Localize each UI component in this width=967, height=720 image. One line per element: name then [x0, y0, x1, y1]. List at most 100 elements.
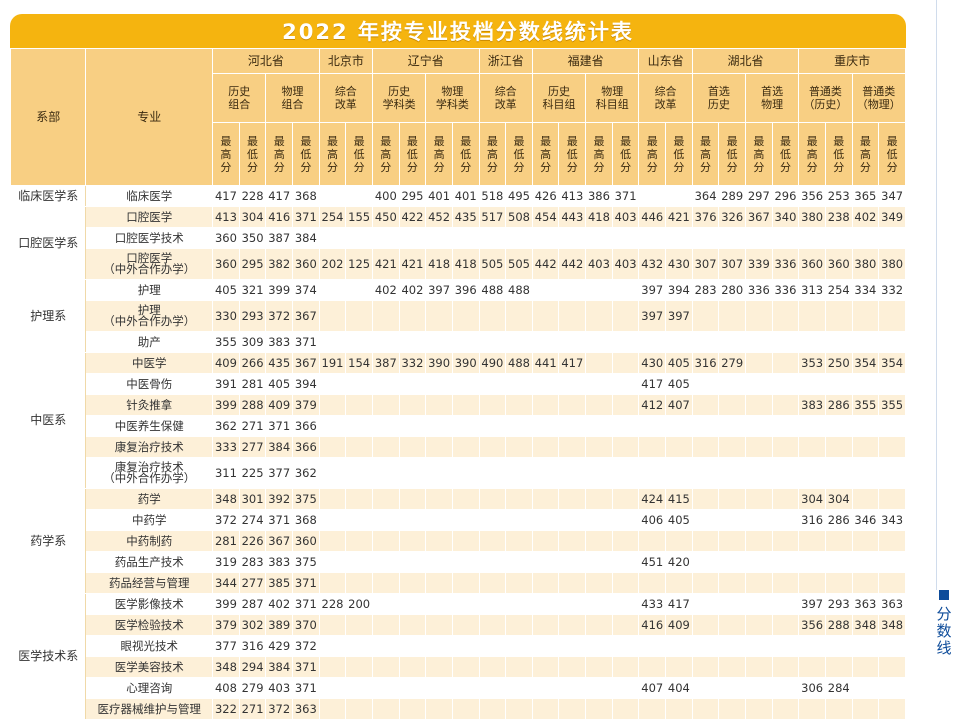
score-cell: [531, 436, 560, 458]
header-min-score: 最低分: [505, 122, 533, 186]
score-cell: 286: [824, 509, 853, 531]
score-cell: [318, 509, 347, 531]
score-cell: [665, 185, 693, 207]
score-cell: 403: [265, 677, 294, 699]
score-cell: 376: [691, 206, 720, 228]
score-cell: [371, 300, 400, 332]
score-cell: [505, 436, 533, 458]
score-cell: 336: [771, 279, 800, 301]
score-cell: [371, 394, 400, 416]
score-cell: [318, 572, 347, 594]
score-cell: [851, 488, 880, 510]
score-cell: [345, 331, 373, 353]
score-cell: [478, 509, 507, 531]
score-cell: [318, 394, 347, 416]
department-name: 中医系: [9, 352, 87, 489]
score-cell: [585, 436, 613, 458]
score-cell: [824, 227, 853, 249]
score-cell: [611, 394, 640, 416]
score-cell: 517: [478, 206, 507, 228]
score-cell: 339: [745, 248, 773, 280]
score-cell: 225: [238, 457, 267, 489]
score-cell: [851, 551, 880, 573]
score-cell: [345, 530, 373, 552]
score-cell: 279: [238, 677, 267, 699]
score-cell: [611, 635, 640, 657]
score-cell: 253: [824, 185, 853, 207]
score-cell: 349: [878, 206, 906, 228]
score-cell: [371, 635, 400, 657]
score-cell: 374: [292, 279, 320, 301]
score-cell: 364: [691, 185, 720, 207]
score-cell: [531, 509, 560, 531]
score-cell: [505, 614, 533, 636]
score-cell: [345, 436, 373, 458]
score-cell: [771, 394, 800, 416]
score-cell: [371, 436, 400, 458]
score-cell: [345, 227, 373, 249]
score-cell: 396: [451, 279, 480, 301]
score-cell: [824, 530, 853, 552]
score-cell: [398, 593, 427, 615]
score-cell: 295: [238, 248, 267, 280]
score-cell: [718, 373, 746, 395]
score-cell: [798, 530, 826, 552]
header-province: 北京市: [318, 48, 373, 74]
score-cell: [691, 227, 720, 249]
score-cell: [585, 373, 613, 395]
score-table-sheet: 2022 年按专业投档分数线统计表 系部 专业 河北省 北京市 辽宁省 浙江省 福建省 山东省…: [9, 14, 907, 720]
major-name: 药品生产技术: [85, 551, 214, 573]
score-cell: [851, 530, 880, 552]
score-cell: [585, 300, 613, 332]
score-cell: [878, 677, 906, 699]
score-cell: 266: [238, 352, 267, 374]
score-cell: [665, 436, 693, 458]
score-cell: [798, 457, 826, 489]
score-cell: [691, 614, 720, 636]
score-cell: [611, 614, 640, 636]
score-cell: [638, 635, 667, 657]
score-cell: 408: [212, 677, 240, 699]
score-cell: [345, 635, 373, 657]
score-cell: 402: [371, 279, 400, 301]
score-cell: [425, 551, 453, 573]
score-cell: 412: [638, 394, 667, 416]
score-cell: [558, 331, 587, 353]
score-cell: [558, 227, 587, 249]
score-cell: 452: [425, 206, 453, 228]
score-cell: 505: [505, 248, 533, 280]
score-cell: [878, 457, 906, 489]
score-cell: [611, 530, 640, 552]
score-cell: [505, 488, 533, 510]
score-cell: 316: [238, 635, 267, 657]
score-cell: [451, 300, 480, 332]
table-row: 药品生产技术 319 283 383 375 451 420: [11, 551, 906, 573]
score-cell: [558, 551, 587, 573]
score-cell: [718, 572, 746, 594]
score-cell: [371, 457, 400, 489]
score-cell: [318, 614, 347, 636]
score-cell: [451, 457, 480, 489]
score-cell: 375: [292, 488, 320, 510]
score-cell: [691, 331, 720, 353]
score-cell: [371, 656, 400, 678]
score-cell: 435: [451, 206, 480, 228]
score-cell: 405: [665, 373, 693, 395]
score-cell: [371, 677, 400, 699]
score-cell: [745, 352, 773, 374]
score-cell: 402: [851, 206, 880, 228]
score-cell: [745, 530, 773, 552]
score-cell: [345, 457, 373, 489]
major-name: 中医骨伤: [85, 373, 214, 395]
score-cell: 397: [638, 279, 667, 301]
score-cell: 407: [665, 394, 693, 416]
score-cell: [638, 656, 667, 678]
score-cell: 386: [585, 185, 613, 207]
score-cell: 413: [212, 206, 240, 228]
score-cell: [718, 457, 746, 489]
score-cell: 356: [798, 185, 826, 207]
score-cell: [345, 300, 373, 332]
score-cell: [665, 415, 693, 437]
score-cell: [505, 551, 533, 573]
section-side-tab[interactable]: 分数线: [931, 590, 957, 680]
